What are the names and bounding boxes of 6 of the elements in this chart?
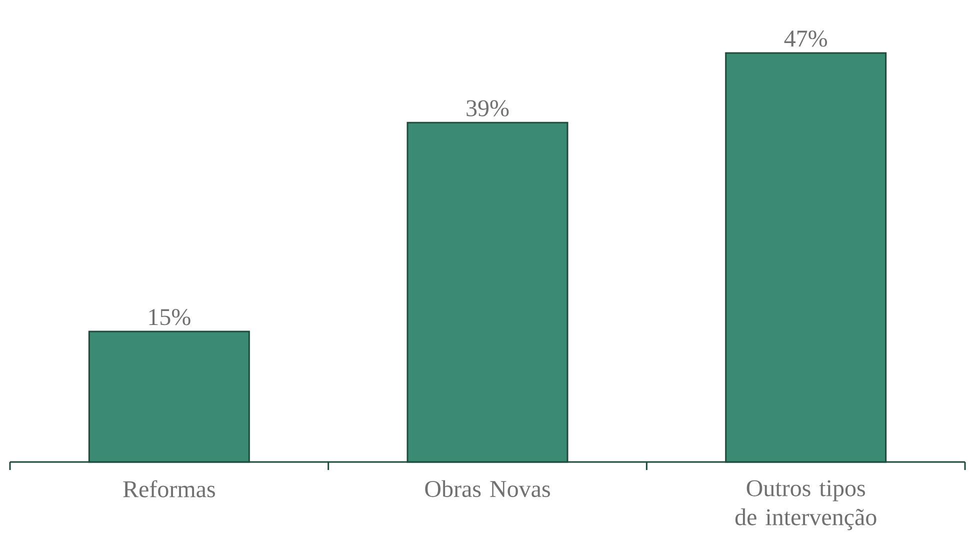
x-tick-label: Reformas xyxy=(123,480,215,498)
x-tick-label: Obras Novas xyxy=(425,480,550,498)
data-label: 15% xyxy=(149,308,190,326)
data-label: 39% xyxy=(466,100,509,116)
x-tick-label: Outros tipos de intervenção xyxy=(735,480,876,530)
data-label: 47% xyxy=(784,30,828,47)
